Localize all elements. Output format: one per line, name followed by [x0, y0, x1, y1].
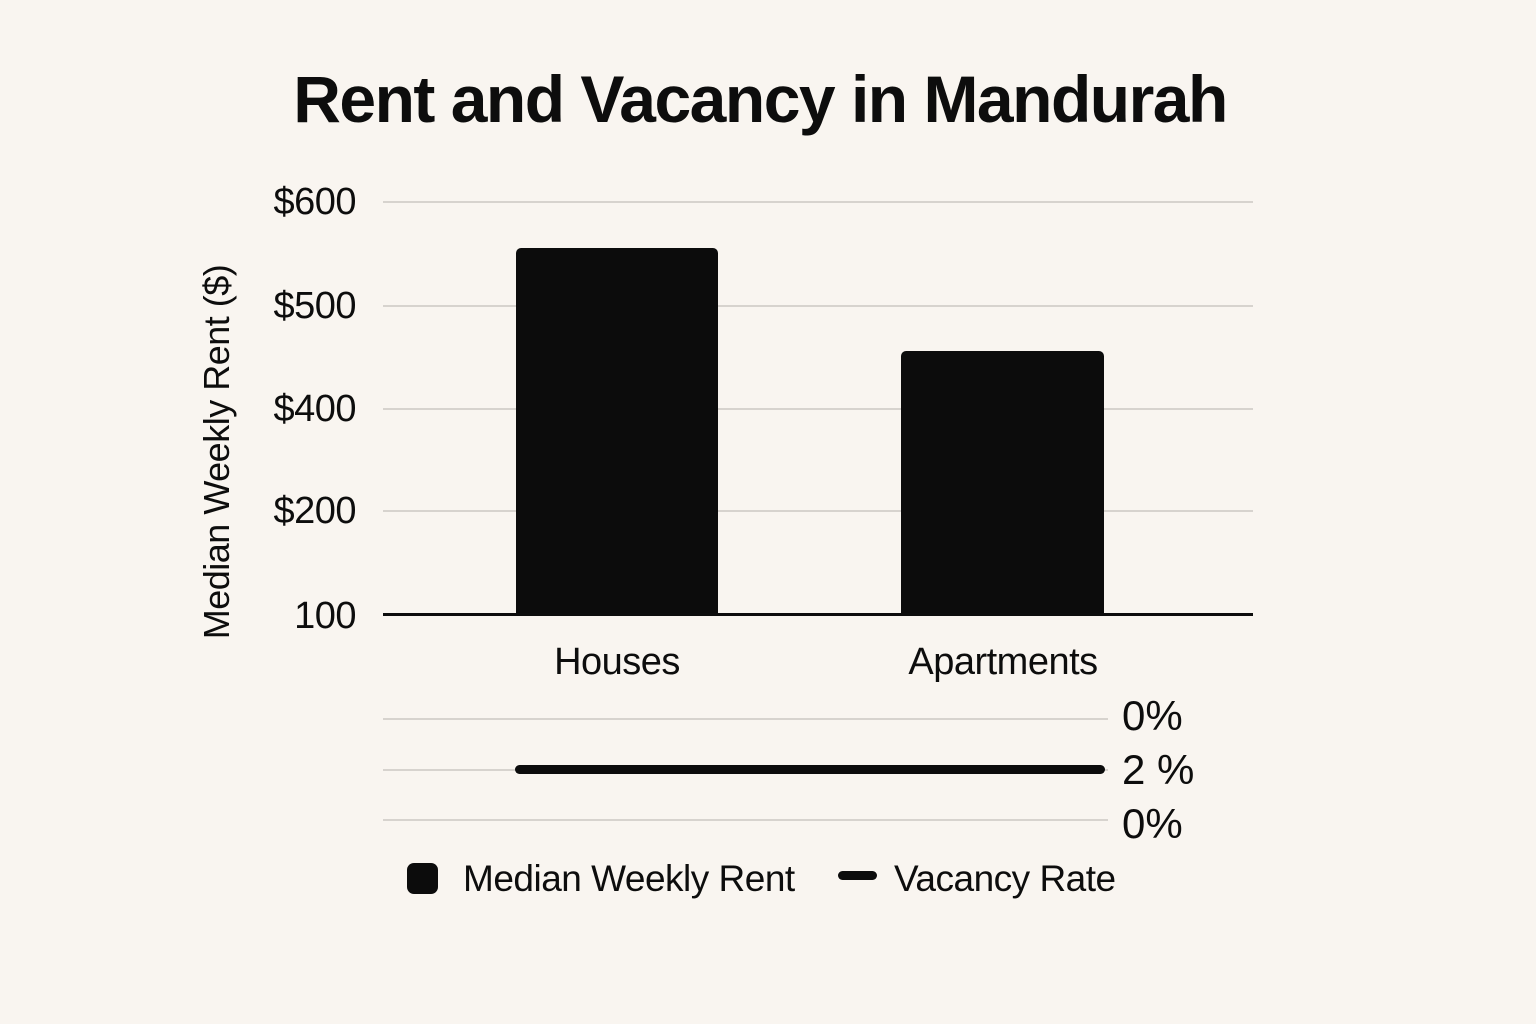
legend-rent-swatch [407, 863, 438, 894]
pct-tick-top: 0% [1122, 692, 1183, 739]
gridline-500 [383, 305, 1253, 307]
bar-apartments [901, 350, 1104, 613]
y-tick-500: $500 [273, 285, 356, 327]
pct-tick-bottom: 0% [1122, 800, 1183, 847]
legend-vacancy-swatch [838, 871, 877, 880]
gridline-vacancy-bottom [383, 819, 1108, 821]
category-label-apartments: Apartments [908, 641, 1098, 683]
category-label-houses: Houses [554, 641, 680, 683]
bar-houses [516, 247, 718, 613]
y-tick-100: 100 [294, 595, 356, 637]
legend-vacancy-label: Vacancy Rate [894, 858, 1116, 899]
x-axis-line [383, 613, 1253, 616]
chart-title: Rent and Vacancy in Mandurah [293, 62, 1228, 136]
y-tick-600: $600 [273, 181, 356, 223]
y-tick-400: $400 [273, 388, 356, 430]
gridline-vacancy-top [383, 718, 1108, 720]
pct-tick-mid: 2 % [1122, 746, 1195, 793]
vacancy-rate-line [515, 765, 1105, 774]
gridline-600 [383, 201, 1253, 203]
gridline-200 [383, 510, 1253, 512]
gridline-400 [383, 408, 1253, 410]
y-tick-200: $200 [273, 490, 356, 532]
legend-rent-label: Median Weekly Rent [463, 858, 795, 899]
